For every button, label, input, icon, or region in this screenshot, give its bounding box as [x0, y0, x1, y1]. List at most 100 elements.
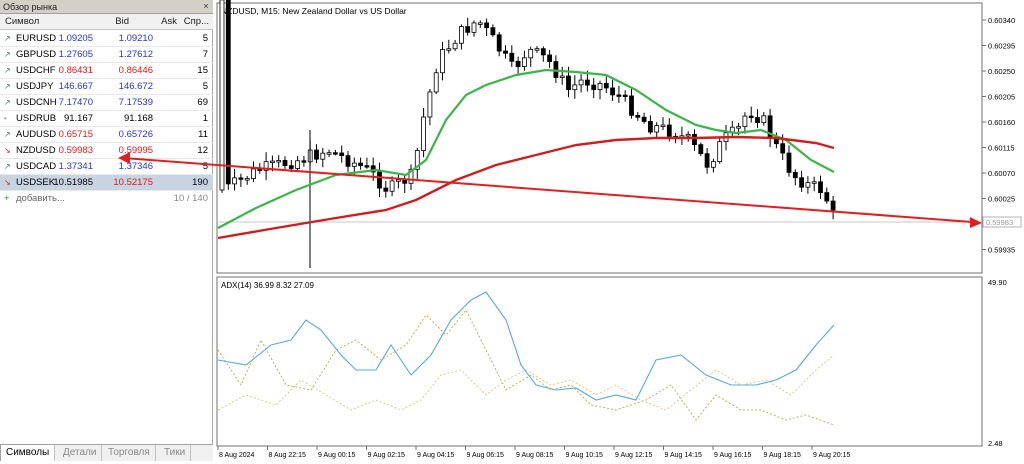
spread-value: 7: [202, 49, 208, 60]
candle-body: [622, 94, 628, 98]
candle-body: [603, 83, 609, 89]
column-spread[interactable]: Спр...: [183, 16, 209, 27]
candle-body: [584, 79, 590, 86]
bid-price: 1.37341: [58, 161, 93, 172]
symbol-row[interactable]: ↗ USDCAD 1.37341 1.37346 5: [0, 159, 213, 175]
spread-value: 5: [202, 81, 208, 92]
symbol-name: AUDUSD: [16, 129, 57, 140]
candle-body: [704, 153, 710, 168]
candle-body: [225, 0, 231, 185]
tab-symbols[interactable]: Символы: [0, 445, 56, 461]
candle-body: [251, 168, 256, 179]
column-symbol[interactable]: Символ: [5, 16, 40, 27]
market-watch-title-text: Обзор рынка: [3, 2, 58, 12]
symbol-name: USDRUB: [16, 113, 57, 124]
candle-body: [395, 179, 401, 182]
symbol-row[interactable]: • USDRUB 91.167 91.168 1: [0, 111, 213, 127]
close-icon[interactable]: ×: [203, 1, 209, 11]
market-watch-panel: Обзор рынка × Символ Bid Ask Спр... ↗ EUR…: [0, 0, 213, 461]
bid-price: 10.51985: [53, 177, 93, 188]
minus-di-line: [217, 354, 835, 411]
candle-body: [358, 162, 364, 167]
spread-value: 190: [192, 177, 208, 188]
price-label: 0.60070: [988, 169, 1015, 178]
candle-body: [736, 126, 741, 129]
candle-body: [339, 152, 345, 157]
symbol-row[interactable]: ↘ USDSEK 10.51985 10.52175 190: [0, 175, 213, 191]
candle-body: [503, 50, 508, 54]
candle-body: [270, 160, 275, 163]
price-label: 0.60250: [988, 67, 1015, 76]
symbol-row[interactable]: ↗ USDJPY 146.667 146.672 5: [0, 79, 213, 95]
symbol-row[interactable]: ↗ USDCHF 0.86431 0.86446 15: [0, 63, 213, 79]
symbol-name: USDCAD: [16, 161, 57, 172]
bid-price: 0.65715: [58, 129, 93, 140]
candle-body: [257, 168, 263, 171]
candle-body: [818, 181, 823, 193]
ask-price: 1.09210: [118, 33, 153, 44]
candle-body: [692, 134, 697, 146]
time-label: 9 Aug 10:15: [566, 452, 603, 459]
add-symbol-row[interactable]: + добавить... 10 / 140: [0, 191, 213, 207]
column-bid[interactable]: Bid: [115, 16, 129, 27]
candle-body: [452, 42, 458, 50]
ask-price: 7.17539: [118, 97, 153, 108]
candle-body: [717, 141, 723, 163]
time-label: 9 Aug 16:15: [714, 452, 751, 459]
trend-neutral-icon: •: [4, 114, 7, 123]
candle-body: [540, 48, 546, 56]
spread-value: 1: [202, 113, 208, 124]
bid-price: 1.09205: [58, 33, 93, 44]
candle-body: [402, 179, 408, 184]
candle-body: [364, 165, 370, 168]
tab-ticks[interactable]: Тики: [159, 445, 192, 461]
ask-price: 0.86446: [118, 65, 153, 76]
price-label: 0.60115: [988, 144, 1015, 153]
ask-price: 1.37346: [118, 161, 153, 172]
candle-body: [755, 117, 760, 123]
candle-body: [471, 22, 477, 33]
candle-body: [698, 144, 704, 155]
symbol-name: GBPUSD: [16, 49, 57, 60]
chart-canvas[interactable]: NZDUSD, M15: New Zealand Dollar vs US Do…: [216, 0, 1024, 461]
candle-body: [333, 152, 338, 155]
time-label: 8 Aug 2024: [219, 452, 255, 459]
candle-body: [326, 152, 332, 155]
candle-body: [351, 162, 357, 167]
symbol-name: NZDUSD: [16, 145, 56, 156]
candle-body: [244, 178, 250, 181]
symbol-row[interactable]: ↘ NZDUSD 0.59983 0.59995 12: [0, 143, 213, 159]
candle-body: [421, 116, 427, 151]
candle-body: [830, 200, 836, 211]
symbol-row[interactable]: ↗ AUDUSD 0.65715 0.65726 11: [0, 127, 213, 143]
column-ask[interactable]: Ask: [161, 16, 177, 27]
candle-body: [458, 26, 464, 44]
symbol-row[interactable]: ↗ EURUSD 1.09205 1.09210 5: [0, 31, 213, 47]
candle-body: [232, 177, 238, 185]
spread-value: 69: [197, 97, 208, 108]
candle-body: [578, 79, 584, 86]
spread-value: 5: [202, 161, 208, 172]
candle-body: [811, 181, 817, 184]
tab-details[interactable]: Детали: [58, 445, 103, 461]
symbol-name: USDSEK: [16, 177, 56, 188]
trend-up-icon: ↗: [4, 34, 11, 43]
time-label: 9 Aug 04:15: [417, 452, 454, 459]
market-watch-title: Обзор рынка ×: [0, 0, 213, 14]
symbol-name: EURUSD: [16, 33, 57, 44]
symbol-row[interactable]: ↗ GBPUSD 1.27605 1.27612 7: [0, 47, 213, 63]
bid-price: 0.86431: [58, 65, 93, 76]
tab-trading[interactable]: Торговля: [103, 445, 156, 461]
time-label: 9 Aug 00:15: [318, 452, 355, 459]
candle-body: [528, 48, 534, 59]
chart-window[interactable]: NZDUSD, M15: New Zealand Dollar vs US Do…: [216, 0, 1024, 461]
adx-min-label: 2.48: [988, 439, 1003, 448]
candle-body: [805, 182, 811, 188]
adx-max-label: 49.90: [988, 278, 1007, 287]
candle-body: [496, 34, 502, 52]
candle-body: [433, 72, 439, 93]
candle-body: [666, 124, 672, 137]
add-symbol-label: добавить...: [16, 193, 65, 204]
symbol-row[interactable]: ↗ USDCNH 7.17470 7.17539 69: [0, 95, 213, 111]
symbol-name: USDJPY: [16, 81, 54, 92]
